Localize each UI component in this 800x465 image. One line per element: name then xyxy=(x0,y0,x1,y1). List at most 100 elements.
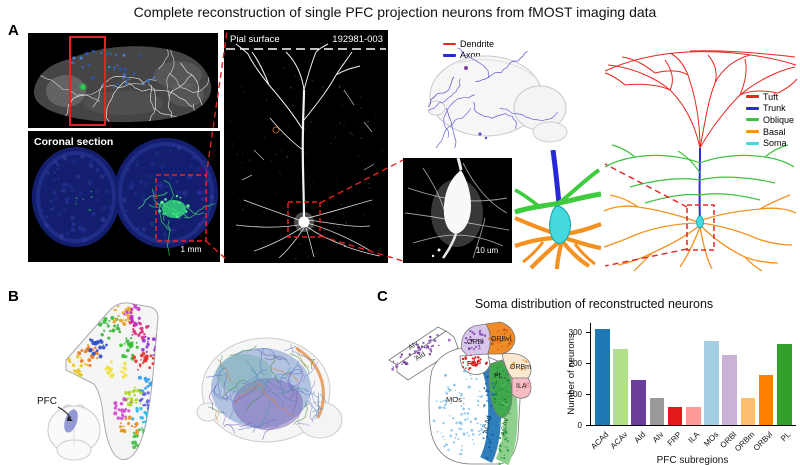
cut-fiber-fragments xyxy=(241,89,375,181)
soma-3d-body xyxy=(549,205,571,244)
injection-site-dot xyxy=(464,66,468,70)
soma-scalebar: 10 um xyxy=(470,246,504,255)
pfc-annotation: PFC xyxy=(36,394,80,424)
fiber-type-legend: Dendrite Axon xyxy=(443,38,494,61)
coronal-section-label: Coronal section xyxy=(34,136,114,148)
legend-item-axon: Axon xyxy=(443,50,494,62)
pfc-flatmap-diagram: AIv AId ORBl ORBvl FRP ORBm PL ILA MOs A… xyxy=(388,316,554,465)
basal-dendrites xyxy=(235,199,381,259)
soma-color-swatch xyxy=(746,141,759,145)
panel-b-label: B xyxy=(8,288,19,305)
legend-item-trunk: Trunk xyxy=(746,103,794,115)
oblique-color-swatch xyxy=(746,118,759,122)
y-tick-mark xyxy=(586,394,590,396)
pfc-arrow xyxy=(57,406,72,419)
x-category-label: MOs xyxy=(701,430,720,449)
y-tick-mark xyxy=(586,425,590,426)
coronal-scalebar: 1 mm xyxy=(170,245,212,254)
chart-plot-area xyxy=(590,323,796,426)
legend-item-dendrite: Dendrite xyxy=(443,38,494,50)
coronal-scalebar-text: 1 mm xyxy=(180,244,202,254)
x-category-label: PL xyxy=(779,430,793,444)
pial-surface-image: Pial surface 192981-003 xyxy=(224,30,388,263)
bar-AId xyxy=(631,379,647,425)
x-category-label: AId xyxy=(632,430,648,445)
x-category-label: FRP xyxy=(665,430,684,448)
bar-AIv xyxy=(649,397,665,425)
zoom-region-box xyxy=(155,174,207,242)
axon-terminal-dots-blue xyxy=(71,48,156,89)
y-tick-label: 200 xyxy=(568,358,582,368)
soma-zoom-box xyxy=(287,201,321,238)
figure-title: Complete reconstruction of single PFC pr… xyxy=(133,4,657,20)
soma-closeup-image: 10 um xyxy=(403,158,512,263)
soma-zoom-box-reconstruction xyxy=(686,204,715,251)
panel-c-title: Soma distribution of reconstructed neuro… xyxy=(474,297,714,311)
y-tick-label: 100 xyxy=(568,389,582,399)
bar-PL xyxy=(777,344,792,425)
flatmap-soma-dots xyxy=(391,328,530,465)
flatmap-label-aid: AId xyxy=(414,351,427,363)
region-aid xyxy=(396,330,459,381)
pfc-slab-neurons-render xyxy=(62,300,186,462)
flatmap-label-pl: PL xyxy=(494,373,503,380)
gfp-labeled-neurons xyxy=(75,179,216,256)
legend-item-tuft: Tuft xyxy=(746,91,794,103)
chart-x-axis-label: PFC subregions xyxy=(656,455,729,465)
legend-item-basal: Basal xyxy=(746,126,794,138)
panel-a-label: A xyxy=(8,22,19,39)
pfc-slab-outline xyxy=(65,302,159,460)
dapi-texture xyxy=(35,143,215,243)
brain-axon-projection-render xyxy=(428,48,570,148)
pfc-label: PFC xyxy=(37,396,57,407)
axon-color-swatch xyxy=(443,54,456,57)
flatmap-label-orbvl: ORBvl xyxy=(491,336,512,343)
coronal-plane-box xyxy=(69,36,106,126)
flatmap-label-orbm: ORBm xyxy=(510,364,531,371)
panel-c-label: C xyxy=(377,288,388,305)
dendrite-reconstruction-render xyxy=(600,45,800,273)
flatmap-label-acav: ACAv xyxy=(500,417,510,436)
coronal-section-image: Coronal section 1 mm xyxy=(28,131,220,262)
branch-marker xyxy=(272,126,280,134)
tuft-color-swatch xyxy=(746,95,759,99)
trunk-color-swatch xyxy=(746,106,759,110)
pial-surface-label: Pial surface xyxy=(230,34,280,45)
x-category-label: ACAv xyxy=(608,430,629,451)
bar-ACAv xyxy=(613,349,628,425)
oblique-3d xyxy=(514,168,602,215)
y-tick-label: 300 xyxy=(568,327,582,337)
y-tick-label: 0 xyxy=(577,420,582,430)
flatmap-label-acad: ACAd xyxy=(483,415,493,434)
bar-ACAd xyxy=(595,329,610,425)
x-category-label: AIv xyxy=(650,430,666,445)
fmost-sagittal-image xyxy=(28,33,218,128)
soma-scalebar-text: 10 um xyxy=(475,246,499,255)
flatmap-label-orbl: ORBl xyxy=(467,339,484,346)
soma-marker-green xyxy=(80,84,86,90)
legend-item-soma: Soma xyxy=(746,137,794,149)
wholebrain-projections-render xyxy=(196,330,344,456)
compartment-legend: Tuft Trunk Oblique Basal Soma xyxy=(746,91,794,149)
x-category-label: ACAd xyxy=(589,430,611,452)
neuron-id-label: 192981-003 xyxy=(332,34,383,45)
bar-ORBvl xyxy=(758,374,774,425)
soma-body xyxy=(443,170,471,234)
chart-y-axis-label: Number of neurons xyxy=(566,333,577,415)
flatmap-label-frp: FRP xyxy=(467,361,481,368)
x-category-label: ILA xyxy=(686,430,702,445)
soma-dot xyxy=(696,215,704,229)
soma-distribution-chart: Number of neurons PFC subregions 0 100 200… xyxy=(556,314,798,465)
bar-ORBm xyxy=(740,398,756,425)
y-tick-mark xyxy=(586,363,590,365)
bar-ILA xyxy=(686,406,701,425)
axon-tracing-blue xyxy=(428,48,558,148)
bar-FRP xyxy=(667,407,683,425)
soma-bright xyxy=(298,216,310,228)
apical-dendrites xyxy=(235,43,361,221)
flatmap-label-mos: MOs xyxy=(446,395,462,404)
basal-color-swatch xyxy=(746,130,759,134)
dendrite-color-swatch xyxy=(443,42,456,46)
bar-ORBl xyxy=(722,355,738,425)
